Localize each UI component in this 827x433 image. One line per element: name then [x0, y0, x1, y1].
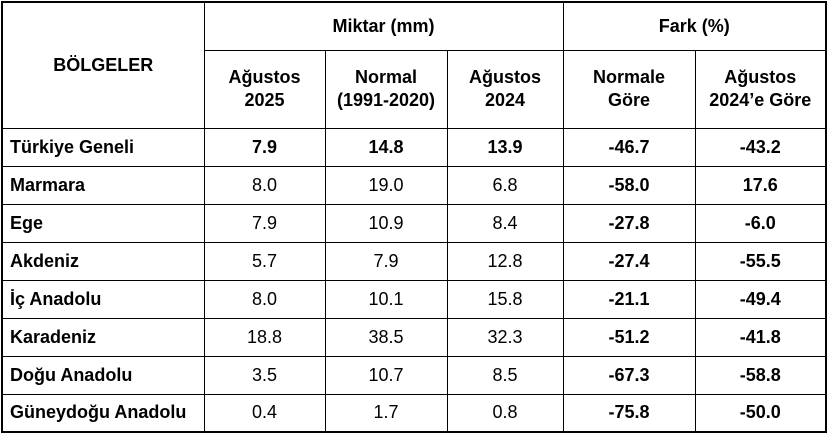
value-cell: -41.8 [694, 317, 827, 357]
table-row: İç Anadolu 8.0 10.1 15.8 -21.1 -49.4 [1, 279, 827, 319]
value-cell: -21.1 [562, 279, 696, 319]
column-header-agustos-2025: Ağustos 2025 [203, 49, 326, 129]
value-cell: 12.8 [446, 241, 564, 281]
table-row: Türkiye Geneli 7.9 14.8 13.9 -46.7 -43.2 [1, 127, 827, 167]
column-header-agustos-2024e-gore: Ağustos 2024’e Göre [694, 49, 827, 129]
value-cell: -49.4 [694, 279, 827, 319]
value-cell: -55.5 [694, 241, 827, 281]
value-cell: 8.0 [203, 279, 326, 319]
table-row: Marmara 8.0 19.0 6.8 -58.0 17.6 [1, 165, 827, 205]
table-row: Doğu Anadolu 3.5 10.7 8.5 -67.3 -58.8 [1, 355, 827, 395]
column-header-row: Ağustos 2025 Normal (1991-2020) Ağustos … [2, 49, 827, 129]
value-cell: 14.8 [324, 127, 448, 167]
value-cell: 0.8 [446, 393, 564, 433]
group-header-row: BÖLGELER Miktar (mm) Fark (%) [1, 1, 827, 129]
region-cell: Türkiye Geneli [1, 127, 205, 167]
value-cell: -75.8 [562, 393, 696, 433]
value-cell: 7.9 [324, 241, 448, 281]
table-header: BÖLGELER Miktar (mm) Fark (%) Ağustos 20… [1, 1, 827, 129]
value-cell: -50.0 [694, 393, 827, 433]
value-cell: 1.7 [324, 393, 448, 433]
value-cell: 10.7 [324, 355, 448, 395]
region-cell: İç Anadolu [1, 279, 205, 319]
value-cell: 3.5 [203, 355, 326, 395]
table-row: Güneydoğu Anadolu 0.4 1.7 0.8 -75.8 -50.… [1, 393, 827, 433]
region-cell: Akdeniz [1, 241, 205, 281]
value-cell: 8.5 [446, 355, 564, 395]
value-cell: 17.6 [694, 165, 827, 205]
table-body: Türkiye Geneli 7.9 14.8 13.9 -46.7 -43.2… [1, 127, 827, 433]
value-cell: 19.0 [324, 165, 448, 205]
value-cell: 0.4 [203, 393, 326, 433]
value-cell: -67.3 [562, 355, 696, 395]
value-cell: 5.7 [203, 241, 326, 281]
table-row: Ege 7.9 10.9 8.4 -27.8 -6.0 [1, 203, 827, 243]
value-cell: -46.7 [562, 127, 696, 167]
group-header-miktar: Miktar (mm) [203, 1, 564, 51]
column-header-normal-1991-2020: Normal (1991-2020) [324, 49, 448, 129]
region-cell: Ege [1, 203, 205, 243]
value-cell: 6.8 [446, 165, 564, 205]
value-cell: -27.8 [562, 203, 696, 243]
region-cell: Karadeniz [1, 317, 205, 357]
value-cell: -27.4 [562, 241, 696, 281]
corner-header-bolgeler: BÖLGELER [1, 1, 205, 129]
value-cell: -51.2 [562, 317, 696, 357]
table-row: Karadeniz 18.8 38.5 32.3 -51.2 -41.8 [1, 317, 827, 357]
value-cell: -58.0 [562, 165, 696, 205]
value-cell: 7.9 [203, 203, 326, 243]
value-cell: 7.9 [203, 127, 326, 167]
value-cell: 38.5 [324, 317, 448, 357]
value-cell: 13.9 [446, 127, 564, 167]
value-cell: 10.9 [324, 203, 448, 243]
value-cell: -58.8 [694, 355, 827, 395]
column-header-agustos-2024: Ağustos 2024 [446, 49, 564, 129]
column-header-normale-gore: Normale Göre [562, 49, 696, 129]
value-cell: -43.2 [694, 127, 827, 167]
value-cell: 32.3 [446, 317, 564, 357]
value-cell: 10.1 [324, 279, 448, 319]
region-cell: Doğu Anadolu [1, 355, 205, 395]
region-cell: Güneydoğu Anadolu [1, 393, 205, 433]
table-row: Akdeniz 5.7 7.9 12.8 -27.4 -55.5 [1, 241, 827, 281]
region-cell: Marmara [1, 165, 205, 205]
value-cell: 8.0 [203, 165, 326, 205]
value-cell: -6.0 [694, 203, 827, 243]
value-cell: 8.4 [446, 203, 564, 243]
group-header-fark: Fark (%) [562, 1, 827, 51]
value-cell: 18.8 [203, 317, 326, 357]
value-cell: 15.8 [446, 279, 564, 319]
